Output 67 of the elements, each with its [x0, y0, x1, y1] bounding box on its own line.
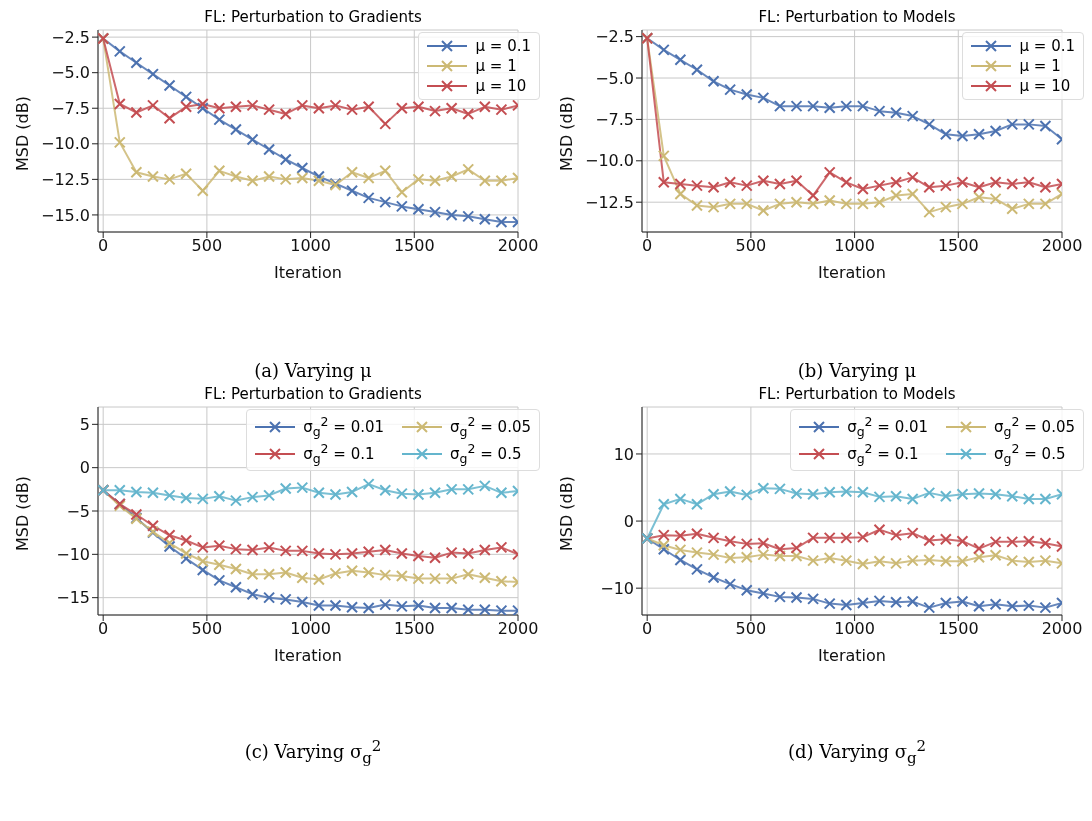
legend-label: σ$_{g}$$^{2}$ = 0.01: [303, 414, 385, 439]
y-tick-label: −5: [66, 501, 90, 521]
x-tick-label: 2000: [497, 619, 539, 639]
y-tick-label: 10: [613, 444, 634, 464]
y-tick-label: −10.0: [584, 151, 634, 171]
text: (a) Varying μ: [254, 360, 372, 381]
chart-title: FL: Perturbation to Gradients: [204, 8, 422, 26]
chart-title: FL: Perturbation to Models: [758, 385, 956, 403]
y-tick-label: −5.0: [595, 68, 634, 88]
legend-label: σ$_{g}$$^{2}$ = 0.5: [994, 441, 1066, 466]
legend-label: μ = 10: [475, 77, 527, 95]
y-tick-label: −5.0: [51, 63, 90, 83]
x-tick-label: 2000: [1041, 619, 1083, 639]
legend-label: σ$_{g}$$^{2}$ = 0.1: [847, 441, 919, 466]
y-tick-label: −2.5: [51, 27, 90, 47]
legend-label: σ$_{g}$$^{2}$ = 0.01: [847, 414, 929, 439]
x-tick-label: 1500: [937, 619, 979, 639]
y-axis-title: MSD (dB): [12, 476, 32, 551]
x-tick-label: 500: [191, 236, 223, 256]
legend-label: μ = 0.1: [1019, 37, 1075, 55]
chart-title: FL: Perturbation to Models: [758, 8, 956, 26]
y-tick-label: −10: [56, 545, 90, 565]
legend-label: μ = 10: [1019, 77, 1071, 95]
legend-label: μ = 1: [475, 57, 517, 75]
y-tick-label: −12.5: [584, 192, 634, 212]
x-tick-label: 1500: [937, 236, 979, 256]
y-tick-label: 0: [623, 511, 634, 531]
x-tick-label: 1000: [290, 619, 331, 639]
y-axis-title: MSD (dB): [556, 476, 576, 551]
x-tick-label: 1000: [834, 236, 875, 256]
x-tick-label: 0: [98, 619, 109, 639]
legend-label: σ$_{g}$$^{2}$ = 0.05: [994, 414, 1075, 439]
y-axis-title: MSD (dB): [556, 96, 576, 171]
y-tick-label: 5: [79, 415, 90, 435]
y-tick-label: −7.5: [51, 98, 90, 118]
x-axis-title: Iteration: [274, 646, 342, 665]
y-tick-label: −15: [56, 588, 90, 608]
x-tick-label: 500: [735, 236, 767, 256]
y-tick-label: −15.0: [40, 205, 90, 225]
legend-label: μ = 1: [1019, 57, 1061, 75]
y-tick-label: −10: [600, 578, 634, 598]
text: (b) Varying μ: [797, 360, 917, 381]
y-tick-label: −2.5: [595, 27, 634, 47]
x-tick-label: 1000: [834, 619, 875, 639]
y-axis-title: MSD (dB): [12, 96, 32, 171]
x-axis-title: Iteration: [818, 646, 886, 665]
x-tick-label: 500: [735, 619, 767, 639]
x-tick-label: 2000: [497, 236, 539, 256]
x-tick-label: 0: [642, 619, 653, 639]
x-tick-label: 1500: [393, 619, 435, 639]
x-axis-title: Iteration: [818, 263, 886, 282]
x-tick-label: 500: [191, 619, 223, 639]
legend-label: σ$_{g}$$^{2}$ = 0.05: [450, 414, 531, 439]
y-tick-label: −10.0: [40, 134, 90, 154]
x-axis-title: Iteration: [274, 263, 342, 282]
x-tick-label: 1000: [290, 236, 331, 256]
x-tick-label: 0: [642, 236, 653, 256]
x-tick-label: 0: [98, 236, 109, 256]
y-tick-label: −7.5: [595, 110, 634, 130]
x-tick-label: 2000: [1041, 236, 1083, 256]
chart-title: FL: Perturbation to Gradients: [204, 385, 422, 403]
legend-label: μ = 0.1: [475, 37, 531, 55]
y-tick-label: 0: [79, 458, 90, 478]
legend-label: σ$_{g}$$^{2}$ = 0.1: [303, 441, 375, 466]
x-tick-label: 1500: [393, 236, 435, 256]
legend-label: σ$_{g}$$^{2}$ = 0.5: [450, 441, 522, 466]
y-tick-label: −12.5: [40, 170, 90, 190]
